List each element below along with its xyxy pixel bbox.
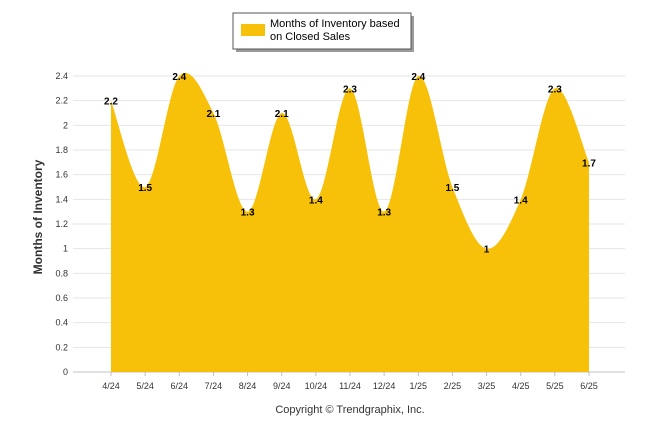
x-tick-label: 2/25 [444, 381, 462, 391]
legend: Months of Inventory based on Closed Sale… [232, 12, 414, 52]
y-tick-label: 2.4 [55, 71, 68, 81]
legend-label-line1: Months of Inventory based [270, 18, 400, 30]
series-area [111, 72, 589, 372]
x-tick-label: 4/25 [512, 381, 530, 391]
y-tick-label: 0.8 [55, 268, 68, 278]
y-tick-label: 1.2 [55, 219, 68, 229]
y-tick-label: 1 [63, 244, 68, 254]
y-tick-label: 1.4 [55, 194, 68, 204]
x-tick-label: 12/24 [373, 381, 396, 391]
legend-label-line2: on Closed Sales [270, 31, 351, 43]
x-tick-label: 7/24 [205, 381, 223, 391]
data-label: 1.7 [582, 158, 596, 169]
data-label: 2.1 [275, 109, 289, 120]
y-tick-label: 2.2 [55, 96, 68, 106]
y-axis-label: Months of Inventory [31, 159, 45, 274]
data-label: 1.3 [377, 208, 391, 219]
data-label: 1.4 [514, 195, 528, 206]
data-label: 1.4 [309, 195, 323, 206]
y-tick-label: 0.2 [55, 342, 68, 352]
data-label: 2.3 [548, 84, 562, 95]
copyright-text: Copyright © Trendgraphix, Inc. [275, 404, 424, 416]
x-tick-label: 9/24 [273, 381, 291, 391]
x-tick-label: 6/24 [171, 381, 189, 391]
data-label: 2.1 [206, 109, 220, 120]
y-tick-label: 1.6 [55, 170, 68, 180]
data-label: 2.4 [411, 72, 425, 83]
x-tick-label: 8/24 [239, 381, 257, 391]
y-tick-label: 0 [63, 367, 68, 377]
y-tick-label: 2 [63, 120, 68, 130]
x-tick-label: 1/25 [410, 381, 428, 391]
x-axis-ticks: 4/24 5/24 6/24 7/24 8/24 9/24 10/24 11/24 12/24 1… [102, 372, 598, 391]
x-tick-label: 3/25 [478, 381, 496, 391]
data-label: 2.2 [104, 97, 118, 108]
data-label: 1 [484, 245, 490, 256]
data-label: 2.3 [343, 84, 357, 95]
data-label: 2.4 [172, 72, 186, 83]
y-tick-label: 0.4 [55, 318, 68, 328]
x-tick-label: 11/24 [339, 381, 361, 391]
data-label: 1.3 [241, 208, 255, 219]
y-tick-label: 0.6 [55, 293, 68, 303]
x-tick-label: 5/25 [546, 381, 564, 391]
data-label: 1.5 [138, 183, 152, 194]
x-tick-label: 6/25 [580, 381, 598, 391]
x-tick-label: 10/24 [305, 381, 328, 391]
legend-swatch [241, 24, 265, 36]
area-fill [111, 72, 589, 372]
x-tick-label: 4/24 [102, 381, 120, 391]
y-axis-ticks: 0 0.2 0.4 0.6 0.8 1 1.2 1.4 1.6 1.8 2 2.2 2.4 [55, 71, 68, 377]
y-tick-label: 1.8 [55, 145, 68, 155]
x-tick-label: 5/24 [136, 381, 154, 391]
data-label: 1.5 [445, 183, 459, 194]
data-labels: 2.2 1.5 2.4 2.1 1.3 2.1 1.4 2.3 1.3 2.4 1.5 1 1.4 2.3… [104, 72, 596, 256]
